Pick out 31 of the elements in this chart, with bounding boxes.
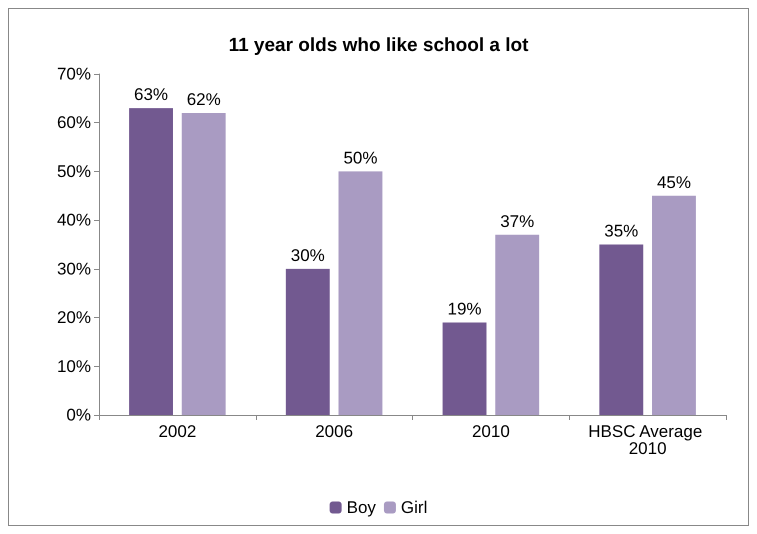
x-tick-label: HBSC Average 2010 [588, 422, 708, 458]
legend-label: Boy [346, 498, 376, 517]
x-tick-label: 2006 [315, 422, 354, 441]
x-tick-label: 2010 [472, 422, 510, 441]
y-tick-label: 70% [56, 64, 91, 84]
y-tick-label: 50% [56, 162, 91, 181]
bar [129, 108, 173, 415]
bar [338, 171, 382, 415]
data-label: 19% [448, 299, 482, 318]
chart-title: 11 year olds who like school a lot [228, 35, 530, 56]
data-label: 62% [186, 90, 221, 109]
y-tick-label: 30% [56, 259, 91, 278]
data-label: 45% [656, 172, 691, 192]
bar [442, 322, 486, 415]
data-label: 37% [500, 212, 534, 231]
data-label: 63% [134, 85, 168, 104]
data-label: 50% [343, 148, 378, 168]
bar [652, 196, 696, 415]
bar [495, 234, 540, 415]
bar [182, 112, 226, 415]
x-tick-label: 2002 [158, 422, 196, 441]
y-tick-label: 0% [66, 406, 91, 424]
y-tick-label: 20% [56, 308, 91, 328]
y-tick-label: 60% [56, 113, 91, 132]
data-label: 30% [290, 246, 325, 265]
legend-label: Girl [400, 498, 428, 517]
y-tick-label: 10% [56, 356, 91, 376]
data-label: 35% [604, 222, 638, 240]
bar [286, 268, 330, 415]
y-tick-label: 40% [56, 210, 91, 230]
bar [599, 244, 644, 415]
